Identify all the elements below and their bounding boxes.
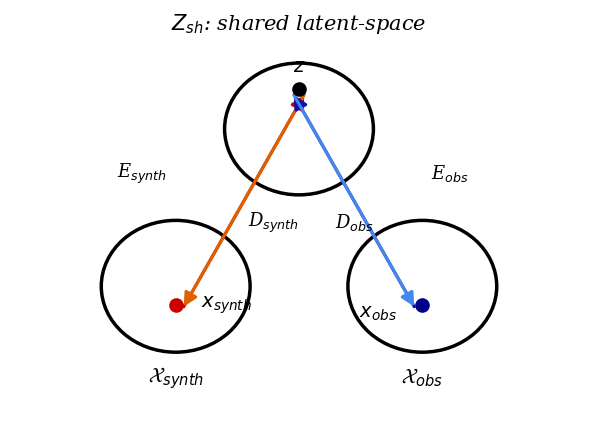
- Point: [417, 302, 427, 309]
- Point: [171, 302, 181, 309]
- Text: $z$: $z$: [292, 58, 306, 76]
- Text: $x_{obs}$: $x_{obs}$: [359, 305, 397, 323]
- Text: $\mathcal{X}_{obs}$: $\mathcal{X}_{obs}$: [401, 366, 443, 389]
- Text: E$_{synth}$: E$_{synth}$: [117, 161, 167, 186]
- Point: [294, 85, 304, 92]
- Text: $\mathcal{X}_{synth}$: $\mathcal{X}_{synth}$: [148, 365, 204, 391]
- Text: $\mathit{Z}_{sh}$: shared latent-space: $\mathit{Z}_{sh}$: shared latent-space: [172, 12, 426, 36]
- Text: D$_{obs}$: D$_{obs}$: [335, 212, 374, 233]
- Text: $x_{synth}$: $x_{synth}$: [201, 294, 252, 316]
- Text: D$_{synth}$: D$_{synth}$: [248, 211, 299, 235]
- Text: E$_{obs}$: E$_{obs}$: [431, 163, 468, 184]
